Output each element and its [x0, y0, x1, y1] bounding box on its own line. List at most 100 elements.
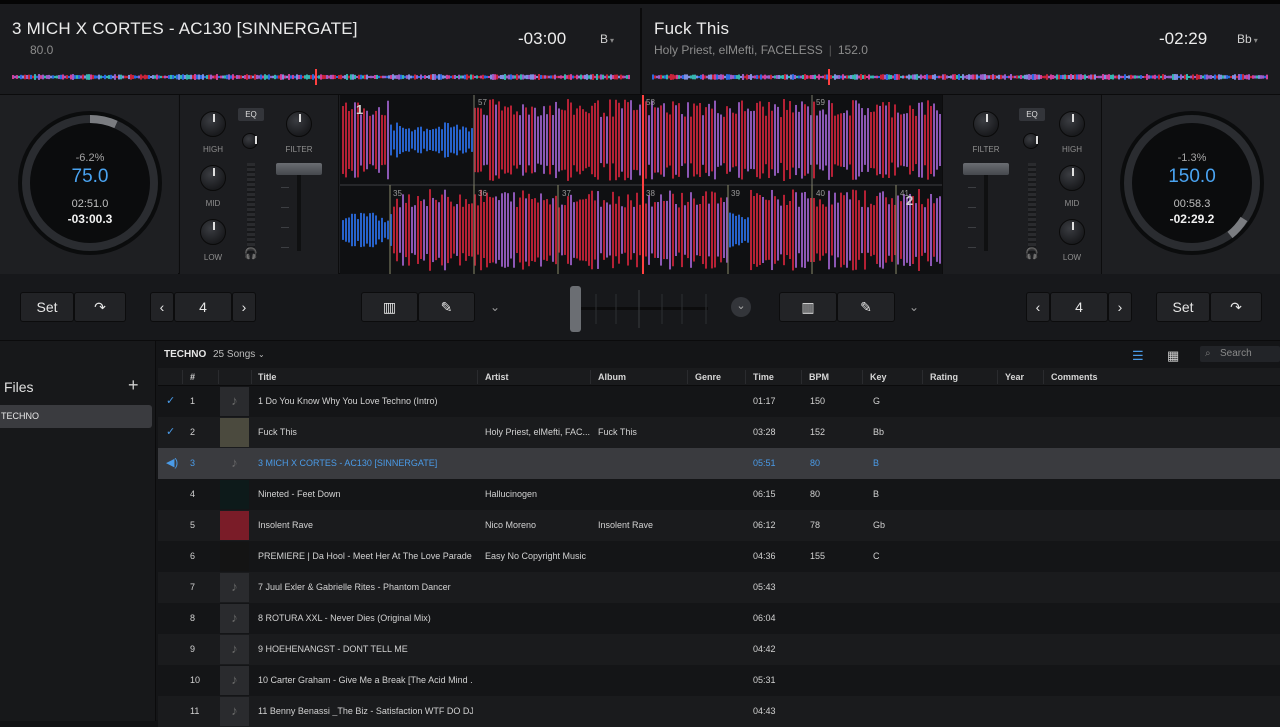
waveform-area[interactable]: 57 58 59 35 36 37 38 39 40 41 1 2: [340, 95, 942, 275]
table-row[interactable]: ✓ 2 Fuck This Holy Priest, elMefti, FAC.…: [158, 417, 1280, 448]
cue-jump-button-right[interactable]: ↷: [1210, 292, 1262, 322]
deck-left-bpm-display: 75.0: [71, 166, 109, 187]
eq-toggle-right[interactable]: EQ: [1019, 108, 1045, 121]
eq-low-knob-left[interactable]: [200, 219, 226, 245]
loop-double-button-right[interactable]: ›: [1108, 292, 1132, 322]
track-time: 06:12: [753, 520, 776, 530]
table-row[interactable]: 4 Nineted - Feet Down Hallucinogen 06:15…: [158, 479, 1280, 510]
track-key: Bb: [873, 427, 885, 437]
channel-fader-left[interactable]: [276, 163, 322, 175]
headphones-icon[interactable]: 🎧: [1025, 248, 1039, 260]
column-header[interactable]: Artist: [485, 372, 509, 382]
track-time: 04:36: [753, 551, 776, 561]
eq-toggle-left[interactable]: EQ: [238, 108, 264, 121]
grid-view-icon[interactable]: ▦: [1167, 348, 1180, 363]
column-header[interactable]: #: [190, 372, 196, 382]
column-header[interactable]: BPM: [809, 372, 829, 382]
loop-halve-button-right[interactable]: ‹: [1026, 292, 1050, 322]
chevron-down-icon: ▾: [1253, 36, 1258, 45]
deck-left-overview-waveform[interactable]: [12, 69, 630, 85]
column-header[interactable]: Album: [598, 372, 626, 382]
headphones-icon[interactable]: 🎧: [244, 248, 258, 260]
deck-left-header: 3 MICH X CORTES - AC130 [SINNERGATE] 80.…: [0, 8, 640, 94]
deck-right-bpm-display: 150.0: [1168, 166, 1216, 187]
column-header[interactable]: Year: [1005, 372, 1025, 382]
row-number: 6: [190, 551, 196, 561]
mixer-right: FILTER EQ 🎧 HIGH MID LOW: [942, 95, 1102, 275]
row-number: 1: [190, 396, 196, 406]
track-title: 8 ROTURA XXL - Never Dies (Original Mix): [258, 613, 431, 623]
eq-mid-knob-left[interactable]: [200, 165, 226, 191]
fader-tick: [281, 227, 289, 228]
table-row-playing[interactable]: ◀) 3 ♪ 3 MICH X CORTES - AC130 [SINNERGA…: [158, 448, 1280, 479]
beat-marker: 59: [816, 98, 825, 107]
track-album: Insolent Rave: [598, 520, 654, 530]
gain-knob-right[interactable]: [1023, 133, 1039, 149]
table-row[interactable]: 10 ♪ 10 Carter Graham - Give Me a Break …: [158, 665, 1280, 696]
deck-right-remaining: -02:29.2: [1169, 212, 1215, 226]
deck-left-platter[interactable]: -6.2% 75.0 02:51.0 -03:00.3: [18, 111, 162, 255]
eq-mid-knob-right[interactable]: [1059, 165, 1085, 191]
loop-size-right[interactable]: 4: [1050, 292, 1108, 322]
deck-left-key[interactable]: B ▾: [600, 32, 614, 46]
fx-button-right[interactable]: ✎: [837, 292, 895, 322]
column-header[interactable]: Time: [753, 372, 774, 382]
fx-button-left[interactable]: ✎: [418, 292, 475, 322]
deck-right-overview-waveform[interactable]: [652, 69, 1268, 85]
table-row[interactable]: 8 ♪ 8 ROTURA XXL - Never Dies (Original …: [158, 603, 1280, 634]
list-view-icon[interactable]: ☰: [1132, 348, 1144, 363]
column-header[interactable]: Genre: [695, 372, 722, 382]
chevron-down-icon[interactable]: ⌄: [909, 300, 920, 314]
set-cue-button-right[interactable]: Set: [1156, 292, 1210, 322]
chevron-down-icon[interactable]: ⌄: [490, 300, 501, 314]
sidebar-item-techno[interactable]: TECHNO: [0, 405, 152, 428]
add-icon[interactable]: +: [128, 375, 139, 395]
loop-halve-button-left[interactable]: ‹: [150, 292, 174, 322]
eq-low-knob-right[interactable]: [1059, 219, 1085, 245]
deck-right-header: Fuck This Holy Priest, elMefti, FACELESS…: [642, 8, 1280, 94]
filter-knob-left[interactable]: [286, 111, 312, 137]
column-header[interactable]: Title: [258, 372, 277, 382]
loop-size-left[interactable]: 4: [174, 292, 232, 322]
crate-song-count[interactable]: 25 Songs ⌄: [213, 349, 265, 360]
table-row[interactable]: 7 ♪ 7 Juul Exler & Gabrielle Rites - Pha…: [158, 572, 1280, 603]
table-row[interactable]: ✓ 1 ♪ 1 Do You Know Why You Love Techno …: [158, 386, 1280, 417]
eq-high-knob-left[interactable]: [200, 111, 226, 137]
column-header[interactable]: Rating: [930, 372, 958, 382]
loop-double-button-left[interactable]: ›: [232, 292, 256, 322]
mixer-left: HIGH MID LOW EQ 🎧 FILTER: [179, 95, 339, 275]
eq-mid-label: MID: [205, 199, 221, 208]
table-row[interactable]: 6 PREMIERE | Da Hool - Meet Her At The L…: [158, 541, 1280, 572]
row-number: 9: [190, 644, 196, 654]
fader-tick: [281, 187, 289, 188]
eq-low-label: LOW: [203, 253, 223, 262]
sampler-button-right[interactable]: ▥: [779, 292, 837, 322]
channel-fader-right[interactable]: [963, 163, 1009, 175]
track-title: 1 Do You Know Why You Love Techno (Intro…: [258, 396, 438, 406]
track-bpm: 78: [810, 520, 821, 530]
set-cue-button-left[interactable]: Set: [20, 292, 74, 322]
track-artist: Holy Priest, elMefti, FAC...: [485, 427, 590, 437]
filter-knob-right[interactable]: [973, 111, 999, 137]
table-row[interactable]: 11 ♪ 11 Benny Benassi _The Biz - Satisfa…: [158, 696, 1280, 727]
crossfader[interactable]: [566, 286, 712, 332]
table-row[interactable]: 9 ♪ 9 HOEHENANGST - DONT TELL ME 04:42: [158, 634, 1280, 665]
album-art: ♪: [220, 449, 249, 478]
pen-icon: ✎: [860, 299, 872, 315]
eq-high-knob-right[interactable]: [1059, 111, 1085, 137]
track-title: Nineted - Feet Down: [258, 489, 341, 499]
gain-knob-left[interactable]: [242, 133, 258, 149]
deck-right-key[interactable]: Bb ▾: [1237, 32, 1258, 46]
crossfader-menu-button[interactable]: ⌄: [731, 297, 751, 317]
search-input[interactable]: ⌕ Search: [1200, 346, 1280, 362]
table-row[interactable]: 5 Insolent Rave Nico Moreno Insolent Rav…: [158, 510, 1280, 541]
cue-jump-button-left[interactable]: ↷: [74, 292, 126, 322]
column-header[interactable]: Comments: [1051, 372, 1098, 382]
column-header[interactable]: Key: [870, 372, 887, 382]
deck-right-progress-ring: [1124, 115, 1260, 251]
sampler-button-left[interactable]: ▥: [361, 292, 418, 322]
deck-right-platter[interactable]: -1.3% 150.0 00:58.3 -02:29.2: [1120, 111, 1264, 255]
chevron-down-icon: ⌄: [258, 350, 265, 359]
track-bpm: 155: [810, 551, 826, 561]
column-separator: [477, 370, 478, 384]
